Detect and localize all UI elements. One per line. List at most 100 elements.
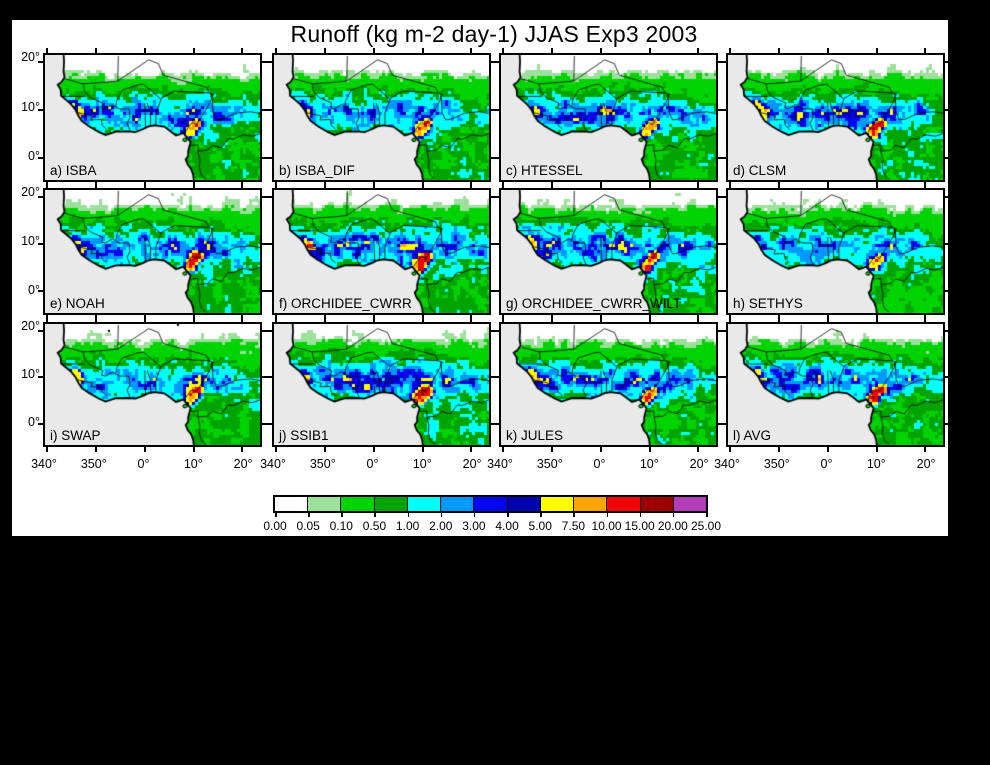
- lon-tick: [924, 48, 926, 53]
- lat-tick: [494, 290, 499, 292]
- lon-tick: [373, 447, 375, 452]
- lon-tick: [827, 317, 829, 322]
- lon-tick: [502, 317, 504, 322]
- panel-label-h: h) SETHYS: [733, 296, 803, 311]
- map-canvas-l: [728, 324, 943, 445]
- lon-tick: [275, 447, 277, 452]
- colorbar-cell-9: [574, 497, 608, 511]
- panel-label-j: j) SSIB1: [279, 428, 329, 443]
- lat-tick: [945, 157, 950, 159]
- colorbar-tick: [275, 513, 277, 517]
- lat-tick: [262, 330, 267, 332]
- figure-title: Runoff (kg m-2 day-1) JJAS Exp3 2003: [290, 21, 698, 47]
- lon-tick: [422, 48, 424, 53]
- map-canvas-k: [501, 324, 716, 445]
- lat-tick: [718, 109, 723, 111]
- lat-tick: [38, 157, 43, 159]
- y-tick-label: 20°: [21, 318, 40, 333]
- lon-tick: [729, 447, 731, 452]
- y-tick-label: 0°: [28, 149, 40, 164]
- lon-tick: [876, 183, 878, 188]
- map-panel-b: b) ISBA_DIF: [267, 48, 496, 187]
- lon-tick: [551, 48, 553, 53]
- map-canvas-d: [728, 55, 943, 180]
- lat-tick: [718, 157, 723, 159]
- lat-tick: [721, 423, 726, 425]
- lon-tick: [649, 317, 651, 322]
- map-panel-e: e) NOAH: [38, 183, 267, 320]
- colorbar-tick: [341, 513, 343, 517]
- lon-tick: [697, 48, 699, 53]
- map-panel-g: g) ORCHIDEE_CWRR_WILT: [494, 183, 723, 320]
- lon-tick: [46, 447, 48, 452]
- lon-tick: [144, 48, 146, 53]
- lat-tick: [262, 157, 267, 159]
- lon-tick: [373, 317, 375, 322]
- lat-tick: [491, 61, 496, 63]
- map-panel-a: a) ISBA: [38, 48, 267, 187]
- colorbar-tick: [407, 513, 410, 517]
- lon-tick: [600, 183, 602, 188]
- colorbar-cell-10: [607, 497, 641, 511]
- lat-tick: [267, 290, 272, 292]
- x-tick-label: 340°: [714, 457, 740, 471]
- lat-tick: [718, 243, 723, 245]
- lat-tick: [262, 109, 267, 111]
- lon-tick: [324, 447, 326, 452]
- lon-tick: [470, 48, 472, 53]
- lat-tick: [494, 157, 499, 159]
- colorbar-tick: [440, 513, 443, 517]
- colorbar-cell-4: [407, 497, 442, 511]
- colorbar-tick: [672, 513, 675, 517]
- lon-tick: [95, 183, 97, 188]
- lon-tick: [193, 317, 195, 322]
- x-tick-label: 340°: [31, 457, 57, 471]
- x-tick-label: 10°: [866, 457, 886, 471]
- x-tick-label: 0°: [137, 457, 150, 471]
- lat-tick: [494, 196, 499, 198]
- lon-tick: [46, 317, 48, 322]
- lat-tick: [262, 290, 267, 292]
- lat-tick: [267, 243, 272, 245]
- panel-label-f: f) ORCHIDEE_CWRR: [279, 296, 412, 311]
- lat-tick: [38, 330, 43, 332]
- colorbar-cell-0: [275, 497, 309, 511]
- lon-tick: [144, 317, 146, 322]
- x-tick-label: 0°: [366, 457, 379, 471]
- lon-tick: [551, 183, 553, 188]
- lat-tick: [491, 330, 496, 332]
- lat-tick: [267, 330, 272, 332]
- colorbar-label: 0.05: [296, 519, 320, 533]
- lat-tick: [718, 196, 723, 198]
- lat-tick: [262, 376, 267, 378]
- lon-tick: [778, 447, 780, 452]
- colorbar-label: 0.50: [362, 519, 387, 533]
- lon-tick: [729, 183, 731, 188]
- lon-tick: [95, 317, 97, 322]
- colorbar-tick: [374, 513, 376, 517]
- map-canvas-b: [274, 55, 489, 180]
- lon-tick: [422, 447, 424, 452]
- lon-tick: [827, 447, 829, 452]
- x-tick-label: 20°: [462, 457, 482, 471]
- map-canvas-e: [45, 190, 260, 313]
- lat-tick: [718, 290, 723, 292]
- lat-tick: [494, 330, 499, 332]
- lat-tick: [38, 109, 43, 111]
- lat-tick: [491, 423, 496, 425]
- lon-tick: [422, 183, 424, 188]
- lon-tick: [470, 183, 472, 188]
- panel-label-l: l) AVG: [733, 428, 772, 443]
- lat-tick: [721, 157, 726, 159]
- y-tick-label: 10°: [21, 99, 40, 114]
- lat-tick: [721, 290, 726, 292]
- x-tick-label: 350°: [80, 457, 107, 471]
- x-tick-label: 340°: [487, 457, 513, 471]
- map-panel-l: l) AVG: [721, 317, 950, 452]
- lat-tick: [945, 423, 950, 425]
- lon-tick: [551, 447, 553, 452]
- lat-tick: [718, 423, 723, 425]
- lat-tick: [945, 109, 950, 111]
- colorbar-label: 20.00: [657, 519, 688, 533]
